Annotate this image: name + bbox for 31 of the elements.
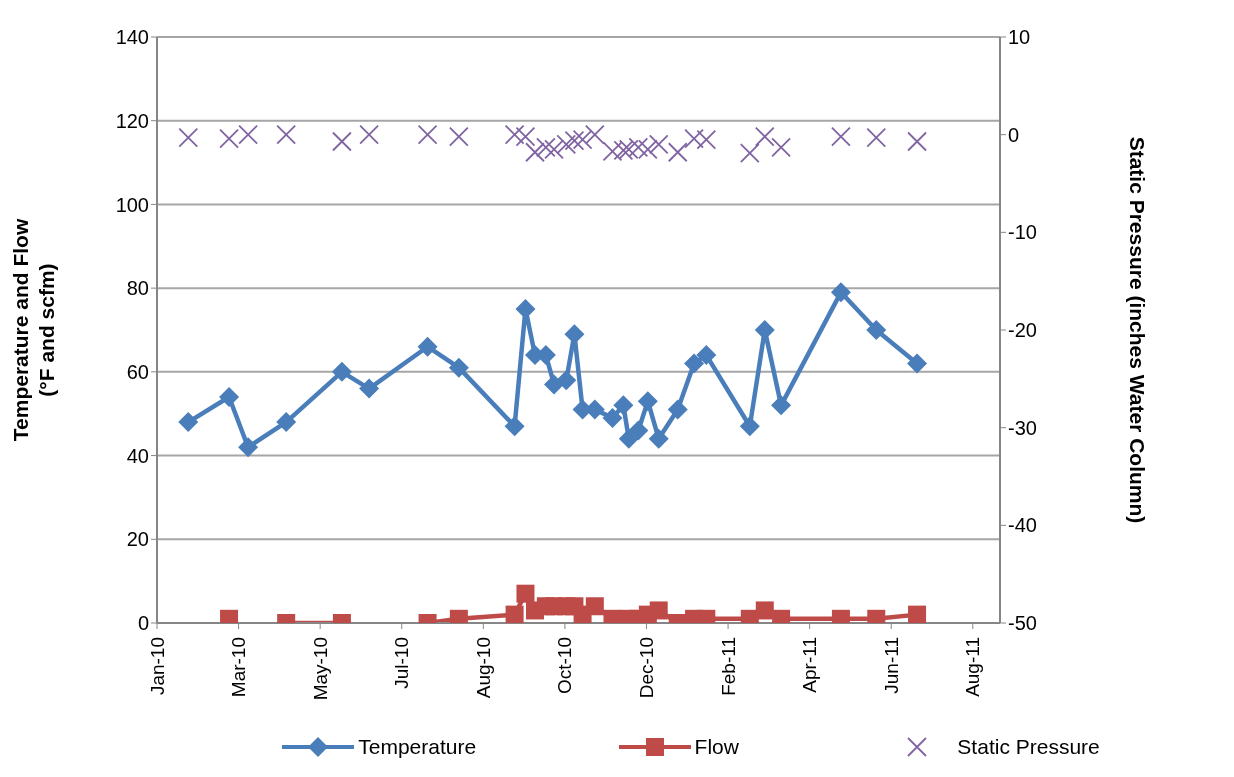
x-tick-label: Oct-10	[554, 637, 576, 695]
y2-tick-label: -50	[1008, 612, 1037, 635]
x-tick-label: Feb-11	[717, 637, 739, 696]
x-tick-label: Aug-10	[472, 637, 494, 699]
y-tick-label: 40	[126, 444, 149, 467]
legend-label: Temperature	[358, 735, 477, 759]
y-tick-label: 80	[126, 277, 149, 300]
x-tick-label: Apr-11	[799, 637, 821, 693]
x-tick-label: Mar-10	[228, 637, 250, 698]
y-tick-label: 100	[115, 193, 149, 216]
y2-tick-label: -40	[1008, 514, 1037, 537]
x-tick-label: Jan-10	[146, 637, 168, 696]
legend-label: Flow	[694, 735, 739, 759]
y2-tick-label: 0	[1008, 123, 1020, 146]
y-tick-label: 0	[137, 612, 149, 635]
y-axis-title: Temperature and Flow (°F and scfm)	[9, 218, 58, 442]
y-tick-label: 20	[126, 528, 149, 551]
x-tick-label: May-10	[309, 637, 331, 701]
x-tick-label: Aug-11	[962, 637, 984, 697]
y-tick-label: 120	[115, 109, 149, 132]
x-tick-label: Jun-11	[880, 637, 902, 694]
y-tick-label: 140	[115, 26, 149, 49]
y2-tick-label: -30	[1008, 416, 1037, 439]
x-tick-label: Dec-10	[635, 637, 657, 699]
y2-tick-label: -20	[1008, 319, 1037, 342]
legend-label: Static Pressure	[957, 735, 1100, 759]
y2-axis-title: Static Pressure (inches Water Column)	[1126, 136, 1149, 524]
y-tick-label: 60	[126, 360, 149, 383]
y2-tick-label: -10	[1008, 221, 1037, 244]
x-tick-label: Jul-10	[391, 637, 413, 689]
y2-tick-label: 10	[1008, 26, 1031, 49]
